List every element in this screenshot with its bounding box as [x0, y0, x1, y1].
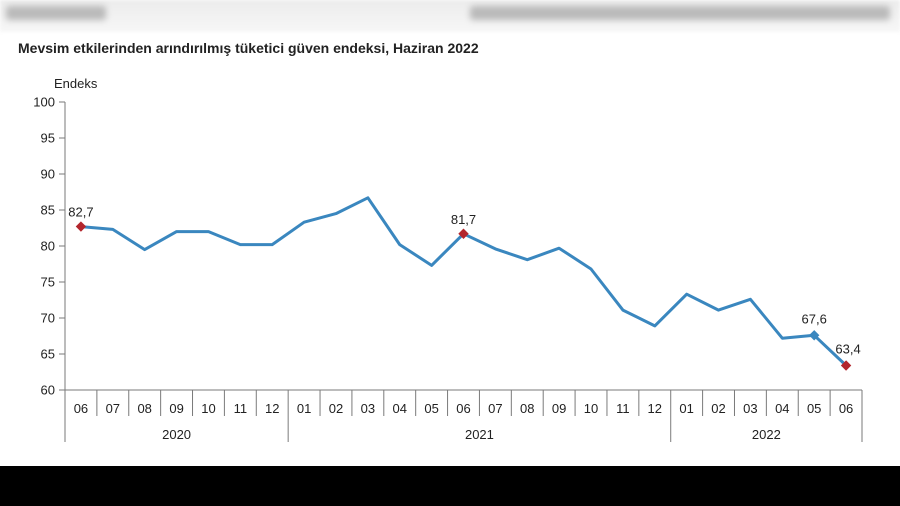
data-label: 67,6	[802, 311, 827, 326]
x-tick-label: 04	[775, 401, 789, 416]
blurred-header-strip	[0, 0, 900, 32]
year-label: 2022	[752, 427, 781, 442]
y-tick-label: 80	[41, 239, 55, 254]
x-tick-label: 02	[329, 401, 343, 416]
y-tick-label: 85	[41, 203, 55, 218]
x-tick-label: 10	[201, 401, 215, 416]
data-label: 81,7	[451, 212, 476, 227]
x-tick-label: 07	[488, 401, 502, 416]
x-tick-label: 09	[552, 401, 566, 416]
x-tick-label: 12	[265, 401, 279, 416]
x-tick-label: 01	[297, 401, 311, 416]
x-tick-label: 01	[679, 401, 693, 416]
x-tick-label: 07	[106, 401, 120, 416]
x-tick-label: 11	[234, 401, 248, 416]
y-tick-label: 70	[41, 311, 55, 326]
year-label: 2021	[465, 427, 494, 442]
x-tick-label: 10	[584, 401, 598, 416]
x-tick-label: 06	[839, 401, 853, 416]
data-point-marker	[458, 228, 469, 239]
y-axis-label: Endeks	[54, 76, 98, 91]
y-tick-label: 75	[41, 275, 55, 290]
x-tick-label: 09	[169, 401, 183, 416]
blurred-header-text	[470, 6, 890, 20]
data-label: 82,7	[68, 205, 93, 220]
x-tick-label: 08	[137, 401, 151, 416]
x-tick-label: 03	[743, 401, 757, 416]
data-point-marker	[808, 330, 820, 341]
x-tick-label: 03	[361, 401, 375, 416]
x-tick-label: 08	[520, 401, 534, 416]
x-tick-label: 02	[711, 401, 725, 416]
x-tick-label: 05	[807, 401, 821, 416]
y-tick-label: 65	[41, 347, 55, 362]
y-tick-label: 100	[33, 95, 55, 110]
x-tick-label: 05	[424, 401, 438, 416]
line-chart: Endeks 60 65 70 75 80 85 90 95 100 06 07 08 09 10 11 12 0…	[33, 76, 863, 442]
x-tick-label: 06	[456, 401, 470, 416]
data-point-marker	[75, 221, 87, 232]
y-tick-label: 90	[41, 167, 55, 182]
bottom-black-bar	[0, 466, 900, 506]
blurred-header-text	[6, 6, 106, 20]
x-tick-label: 12	[648, 401, 662, 416]
year-label: 2020	[162, 427, 191, 442]
x-tick-label: 11	[616, 401, 630, 416]
y-tick-label: 95	[41, 131, 55, 146]
data-label: 63,4	[835, 342, 860, 357]
chart-title: Mevsim etkilerinden arındırılmış tüketic…	[18, 40, 479, 56]
x-tick-label: 04	[393, 401, 407, 416]
x-tick-label: 06	[74, 401, 88, 416]
y-tick-label: 60	[41, 383, 55, 398]
data-point-marker	[840, 360, 852, 371]
